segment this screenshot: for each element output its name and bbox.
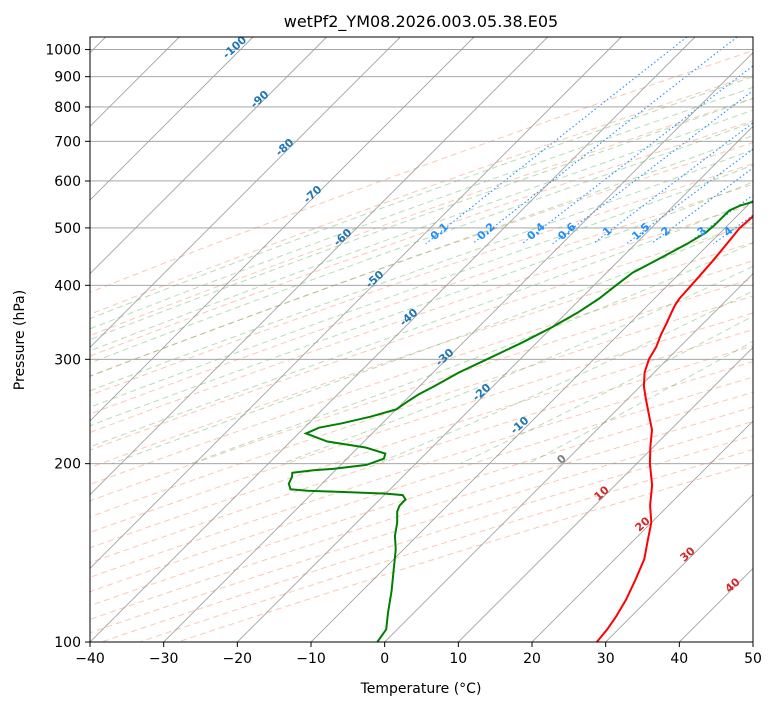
dry-adiabat-label: -40 — [397, 306, 421, 329]
mixing-ratio-line — [592, 122, 753, 245]
mixing-ratio-line — [471, 37, 738, 245]
dewpoint-profile-line — [287, 200, 753, 642]
mixing-ratio-line — [650, 167, 753, 245]
y-axis-label: Pressure (hPa) — [12, 290, 28, 390]
dry-adiabat-line — [90, 391, 753, 607]
y-tick-label: 700 — [54, 134, 81, 150]
moist-adiabat-label: 30 — [678, 544, 698, 564]
y-tick-label: 900 — [54, 70, 81, 86]
dry-adiabat-line — [90, 163, 753, 396]
dry-adiabat-line — [90, 50, 753, 293]
mixing-ratio-label: 3 — [695, 224, 709, 239]
y-tick-label: 500 — [54, 221, 81, 237]
y-tick-label: 600 — [54, 174, 81, 190]
plot-frame — [89, 36, 754, 643]
dry-adiabat-line — [176, 462, 753, 642]
temperature-profile-line — [596, 215, 753, 642]
moist-adiabat-line — [111, 220, 753, 465]
isotherm-line — [90, 37, 475, 422]
y-tick-label: 100 — [54, 635, 81, 651]
dry-adiabat-label: -80 — [273, 136, 297, 159]
moist-adiabat-line — [90, 149, 753, 392]
moist-adiabat-line — [90, 121, 753, 364]
isotherm-line — [605, 494, 753, 642]
y-tick-label: 300 — [54, 352, 81, 368]
isotherm-line — [752, 641, 753, 642]
isotherm-line — [90, 37, 327, 275]
isotherm-line — [384, 273, 753, 642]
moist-adiabat-line — [90, 76, 753, 320]
moist-adiabat-label: 10 — [592, 483, 612, 503]
y-tick-label: 200 — [54, 457, 81, 473]
moist-adiabat-line — [90, 200, 753, 448]
mixing-ratio-line — [751, 242, 753, 245]
x-tick-label: 20 — [523, 651, 541, 667]
isotherm-line — [163, 52, 753, 642]
moist-adiabat-line — [90, 181, 753, 427]
dry-adiabat-label: -10 — [508, 414, 532, 437]
x-tick-label: −30 — [149, 651, 179, 667]
dry-adiabat-line — [90, 183, 753, 415]
isotherm-line — [310, 199, 753, 642]
dry-adiabat-line — [90, 361, 753, 578]
moist-adiabat-line — [528, 340, 753, 465]
chart-title: wetPf2_YM08.2026.003.05.38.E05 — [284, 12, 558, 32]
dry-adiabat-label: -30 — [433, 346, 457, 369]
dry-adiabat-line — [90, 420, 753, 634]
isotherm-line — [90, 37, 622, 569]
moist-adiabat-line — [190, 242, 753, 465]
dry-adiabat-line — [90, 203, 753, 433]
isotherm-line — [90, 37, 696, 642]
plot-area: 0.10.20.40.611.52346810131620253036-100-… — [90, 37, 775, 642]
isotherm-line — [237, 125, 753, 642]
isotherm-line — [90, 37, 401, 348]
moist-adiabat-line — [90, 109, 753, 352]
mixing-ratio-line — [425, 37, 688, 245]
x-tick-label: 30 — [597, 651, 615, 667]
dry-adiabat-label: -70 — [301, 183, 325, 206]
x-tick-label: 0 — [380, 651, 389, 667]
isotherm-line — [531, 420, 753, 642]
dry-adiabat-line — [90, 329, 753, 549]
moist-adiabat-line — [90, 164, 753, 408]
isotherm-line — [90, 37, 254, 201]
x-tick-label: 40 — [670, 651, 688, 667]
moist-adiabat-line — [90, 134, 753, 377]
x-tick-label: −10 — [296, 651, 326, 667]
y-tick-label: 400 — [54, 278, 81, 294]
dry-adiabat-line — [99, 435, 753, 642]
dry-adiabat-line — [90, 241, 753, 469]
x-tick-label: −40 — [75, 651, 105, 667]
isotherm-line — [90, 37, 548, 496]
dry-adiabat-line — [138, 449, 753, 642]
x-tick-label: 10 — [449, 651, 467, 667]
x-tick-label: 50 — [744, 651, 762, 667]
dry-adiabat-line — [90, 295, 753, 518]
moist-adiabat-line — [460, 315, 753, 465]
moist-adiabat-line — [90, 86, 753, 330]
y-tick-label: 1000 — [45, 43, 81, 59]
moist-adiabat-label: 40 — [723, 575, 743, 595]
x-axis-label: Temperature (°C) — [360, 681, 482, 697]
mixing-ratio-label: 6 — [760, 224, 775, 239]
dry-adiabat-label: -20 — [470, 381, 494, 404]
moist-adiabat-line — [281, 265, 753, 465]
mixing-ratio-line — [521, 65, 753, 245]
dry-adiabat-line — [90, 278, 753, 502]
mixing-ratio-label: 0.6 — [555, 220, 578, 243]
dry-adiabat-label: -60 — [331, 226, 355, 249]
x-tick-label: −20 — [223, 651, 253, 667]
y-tick-label: 800 — [54, 100, 81, 116]
isotherm-line — [458, 346, 753, 642]
moist-adiabat-line — [90, 97, 753, 341]
dry-adiabat-label: -50 — [363, 268, 387, 291]
mixing-ratio-label: 0.4 — [524, 220, 547, 243]
axis-ticks: −40 −30 −20 −10 0 10 20 30 40 50 1000 900 800 700 600 5… — [45, 43, 762, 667]
